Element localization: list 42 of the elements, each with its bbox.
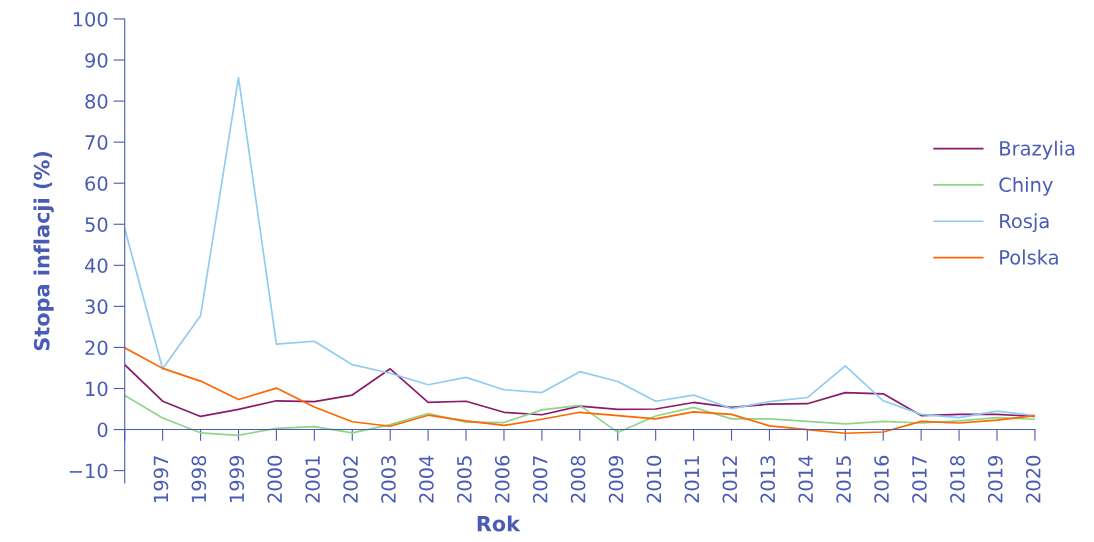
y-tick-label: 20 [85, 340, 108, 356]
y-tick-label: 100 [73, 11, 108, 27]
x-tick-label: 2001 [305, 456, 320, 503]
x-tick-label: 2017 [912, 456, 927, 503]
legend-label: Polska [1000, 249, 1058, 265]
x-tick-label: 2012 [722, 456, 738, 503]
x-tick-label: 2011 [684, 456, 700, 503]
x-tick-label: 2010 [646, 455, 662, 503]
y-tick-label: 70 [85, 135, 108, 150]
y-tick-label: 40 [84, 258, 108, 273]
x-tick-label: 2002 [343, 456, 358, 503]
y-tick-label: −10 [69, 463, 108, 479]
legend-label: Brazylia [1000, 140, 1075, 160]
y-axis-title: Stopa inflacji (%) [33, 151, 54, 351]
x-tick-label: 2000 [267, 455, 283, 503]
x-tick-label: 2016 [874, 455, 889, 503]
x-tick-label: 2014 [798, 455, 814, 503]
x-tick-label: 1997 [153, 456, 169, 502]
x-tick-label: 2005 [456, 456, 472, 503]
legend-label: Rosja [1000, 213, 1049, 233]
x-tick-label: 2013 [760, 456, 776, 503]
y-tick-label: 50 [85, 217, 108, 232]
x-tick-label: 2019 [987, 455, 1003, 503]
y-tick-label: 90 [85, 52, 108, 68]
x-tick-label: 2006 [494, 455, 510, 503]
x-tick-label: 2015 [836, 456, 851, 503]
x-tick-label: 2020 [1025, 455, 1041, 503]
y-tick-label: 10 [86, 381, 108, 397]
x-tick-label: 2009 [608, 455, 624, 503]
y-tick-label: 0 [97, 422, 108, 438]
x-tick-label: 1998 [191, 455, 207, 502]
y-tick-label: 60 [85, 176, 108, 191]
x-tick-label: 2008 [570, 455, 586, 503]
legend-label: Chiny [999, 176, 1053, 196]
x-tick-label: 2007 [532, 456, 548, 503]
x-tick-label: 2004 [419, 455, 434, 503]
x-tick-label: 2018 [950, 455, 965, 503]
y-tick-label: 30 [85, 299, 108, 315]
y-tick-label: 80 [85, 94, 108, 109]
x-tick-label: 2003 [381, 456, 396, 503]
x-tick-label: 1999 [229, 455, 245, 502]
x-axis-title: Rok [477, 515, 521, 532]
